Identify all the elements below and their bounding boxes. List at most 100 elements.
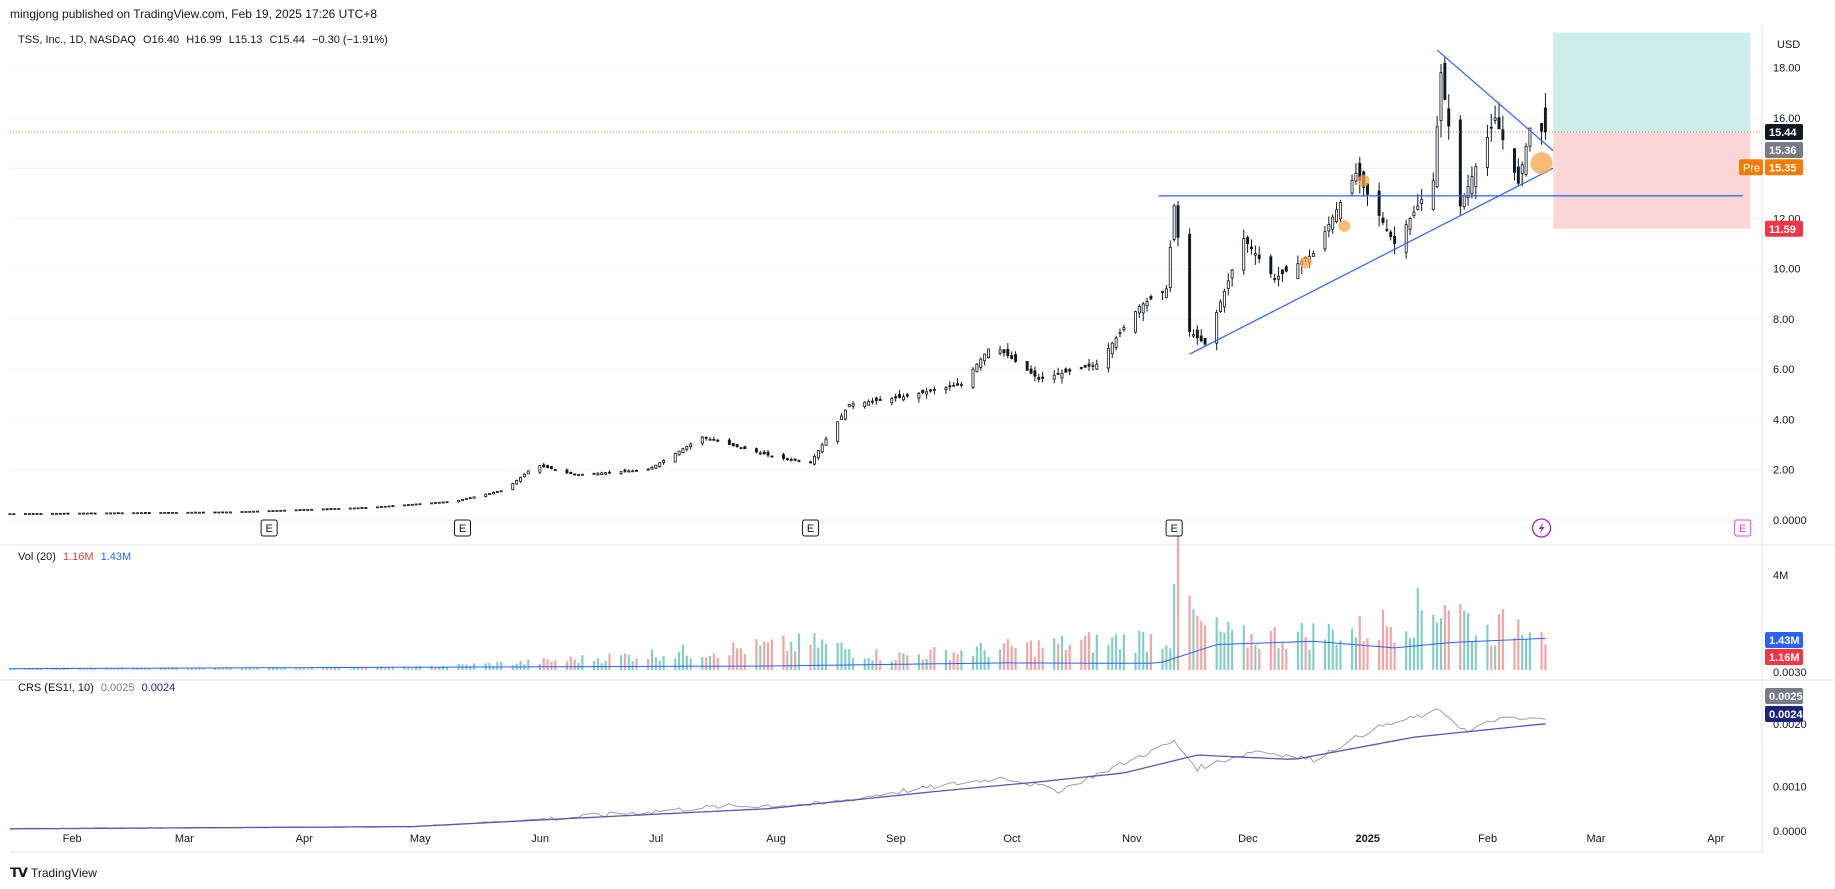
candle-body[interactable] <box>468 497 472 500</box>
candle-body[interactable] <box>1493 117 1497 121</box>
candle-body[interactable] <box>163 512 167 514</box>
earnings-marker[interactable] <box>454 519 472 537</box>
candle-body[interactable] <box>58 512 62 515</box>
candle-body[interactable] <box>1331 216 1335 230</box>
candle-body[interactable] <box>190 511 194 514</box>
highlight-marker[interactable] <box>1530 152 1553 175</box>
candle-body[interactable] <box>410 503 414 506</box>
candle-body[interactable] <box>631 470 635 473</box>
candle-body[interactable] <box>1010 355 1014 359</box>
candle-body[interactable] <box>348 507 352 510</box>
candle-body[interactable] <box>1466 185 1470 199</box>
candle-body[interactable] <box>812 456 816 465</box>
candle-body[interactable] <box>843 409 847 420</box>
candle-body[interactable] <box>24 513 27 515</box>
candle-body[interactable] <box>1226 280 1230 289</box>
candle-body[interactable] <box>867 401 871 406</box>
candle-body[interactable] <box>194 511 198 514</box>
candle-body[interactable] <box>256 510 259 513</box>
candle-body[interactable] <box>356 507 360 510</box>
candle-body[interactable] <box>515 480 519 485</box>
earnings-marker[interactable] <box>802 519 820 537</box>
candle-body[interactable] <box>1350 180 1354 194</box>
candle-body[interactable] <box>569 472 573 475</box>
candle-body[interactable] <box>1079 367 1083 369</box>
candle-body[interactable] <box>387 505 391 508</box>
candle-body[interactable] <box>538 465 542 473</box>
candle-body[interactable] <box>627 470 631 473</box>
candle-body[interactable] <box>921 389 925 394</box>
candle-body[interactable] <box>267 510 271 513</box>
candle-body[interactable] <box>662 460 666 464</box>
candle-body[interactable] <box>221 511 225 514</box>
candle-body[interactable] <box>1230 269 1234 279</box>
candle-body[interactable] <box>1060 372 1064 379</box>
candle-body[interactable] <box>491 492 495 495</box>
candle-body[interactable] <box>573 473 577 476</box>
candle-body[interactable] <box>1485 137 1489 168</box>
candle-body[interactable] <box>136 512 140 515</box>
candle-body[interactable] <box>39 513 43 515</box>
candle-body[interactable] <box>437 501 441 504</box>
candle-body[interactable] <box>925 391 929 395</box>
candle-body[interactable] <box>975 363 979 373</box>
candle-body[interactable] <box>712 438 716 441</box>
candle-body[interactable] <box>983 353 987 362</box>
candle-body[interactable] <box>1037 377 1041 380</box>
candle-body[interactable] <box>604 472 608 475</box>
candle-body[interactable] <box>754 448 758 453</box>
candle-body[interactable] <box>1335 209 1339 223</box>
candle-body[interactable] <box>112 512 116 515</box>
candle-body[interactable] <box>279 509 283 512</box>
symbol-label[interactable]: TSS, Inc., 1D, NASDAQ <box>18 34 136 46</box>
candle-body[interactable] <box>1389 231 1393 237</box>
candle-body[interactable] <box>987 348 990 358</box>
candle-body[interactable] <box>944 387 948 391</box>
candle-body[interactable] <box>824 438 828 446</box>
candle-body[interactable] <box>959 383 963 386</box>
candle-body[interactable] <box>275 510 279 512</box>
candle-body[interactable] <box>217 511 221 514</box>
candle-body[interactable] <box>553 469 557 471</box>
candle-body[interactable] <box>546 465 550 469</box>
candle-body[interactable] <box>1377 190 1381 216</box>
candle-body[interactable] <box>1195 329 1199 339</box>
candle-body[interactable] <box>654 464 658 469</box>
candle-body[interactable] <box>159 512 163 514</box>
candle-body[interactable] <box>364 507 368 509</box>
candle-body[interactable] <box>1176 205 1180 238</box>
candle-body[interactable] <box>1056 373 1060 375</box>
candle-body[interactable] <box>1280 269 1284 275</box>
candle-body[interactable] <box>1404 224 1408 253</box>
candle-body[interactable] <box>673 453 677 463</box>
candle-body[interactable] <box>201 511 205 514</box>
candle-body[interactable] <box>580 473 584 476</box>
candle-body[interactable] <box>167 511 171 514</box>
candle-body[interactable] <box>461 499 464 501</box>
candle-body[interactable] <box>894 396 898 399</box>
candle-body[interactable] <box>1199 335 1203 342</box>
candle-body[interactable] <box>1543 107 1547 133</box>
candle-body[interactable] <box>484 493 488 497</box>
candle-body[interactable] <box>1242 238 1246 271</box>
earnings-marker[interactable] <box>1165 519 1183 537</box>
candle-body[interactable] <box>820 444 824 453</box>
candle-body[interactable] <box>646 468 650 471</box>
candle-body[interactable] <box>1277 275 1281 280</box>
candle-body[interactable] <box>1284 266 1288 272</box>
candle-body[interactable] <box>770 455 774 458</box>
candle-body[interactable] <box>1110 342 1114 355</box>
earnings-marker[interactable] <box>1734 519 1752 537</box>
candle-body[interactable] <box>948 385 952 388</box>
candle-body[interactable] <box>1420 199 1424 204</box>
candle-body[interactable] <box>186 511 190 514</box>
candle-body[interactable] <box>1416 205 1420 210</box>
candle-body[interactable] <box>1443 62 1447 100</box>
candle-body[interactable] <box>1516 166 1520 184</box>
candle-body[interactable] <box>228 511 232 514</box>
candle-body[interactable] <box>898 394 901 398</box>
candle-body[interactable] <box>1164 288 1168 298</box>
candle-body[interactable] <box>731 443 735 446</box>
candle-body[interactable] <box>1497 117 1501 130</box>
